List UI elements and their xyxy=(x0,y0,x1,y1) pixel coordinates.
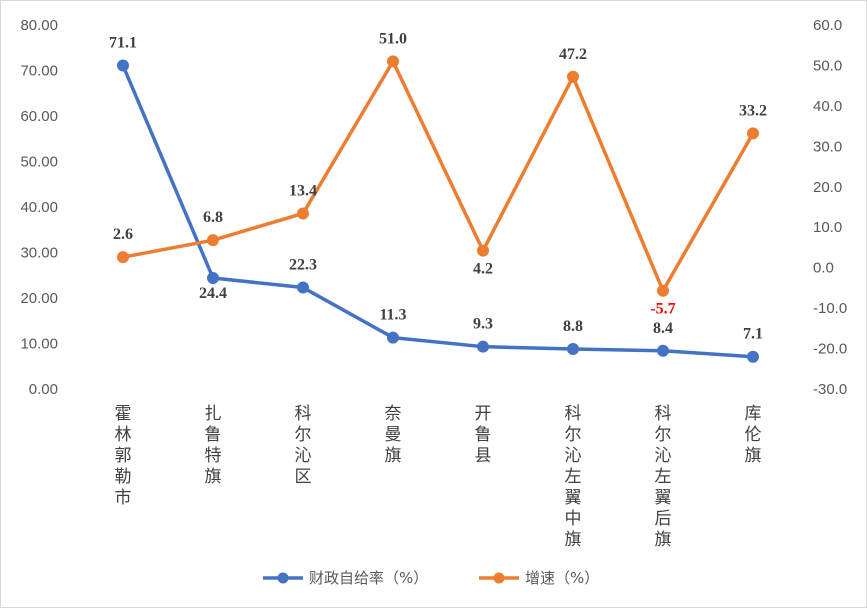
data-point xyxy=(387,55,399,68)
data-point xyxy=(657,284,669,297)
data-point xyxy=(207,271,219,284)
data-point xyxy=(117,251,129,264)
left-tick-label: 40.00 xyxy=(20,199,58,216)
data-label: 24.4 xyxy=(199,285,227,302)
category-label: 科尔沁区 xyxy=(295,404,312,487)
data-label: 4.2 xyxy=(473,261,493,278)
left-tick-label: 10.00 xyxy=(20,336,58,353)
left-tick-label: 60.00 xyxy=(20,108,58,125)
data-point xyxy=(387,331,399,344)
data-label: 11.3 xyxy=(379,307,406,324)
right-y-axis: -30.0 -20.0 -10.0 0.0 10.0 20.0 30.0 40.0 50.0 60… xyxy=(813,17,847,398)
data-label: 2.6 xyxy=(113,226,133,243)
data-label: 71.1 xyxy=(109,34,137,51)
category-label: 科尔沁左翼中旗 xyxy=(565,404,582,550)
legend-marker-1 xyxy=(277,572,289,584)
data-label: 33.2 xyxy=(739,102,767,119)
category-label: 科尔沁左翼后旗 xyxy=(655,404,672,550)
legend: 财政自给率（%） 增速（%） xyxy=(263,569,599,587)
data-label: 9.3 xyxy=(473,316,493,333)
data-point xyxy=(117,59,129,72)
left-tick-label: 20.00 xyxy=(20,290,58,307)
category-label: 奈曼旗 xyxy=(385,404,402,466)
data-point xyxy=(297,281,309,294)
left-tick-label: 0.00 xyxy=(29,381,58,398)
category-label: 库伦旗 xyxy=(745,404,762,466)
legend-label-1: 财政自给率（%） xyxy=(309,569,428,587)
right-tick-label: -20.0 xyxy=(813,341,847,358)
series-markers xyxy=(117,55,759,363)
data-point xyxy=(477,340,489,353)
data-point xyxy=(747,350,759,363)
left-tick-label: 50.00 xyxy=(20,154,58,171)
series-line-2 xyxy=(121,59,755,293)
right-tick-label: 30.0 xyxy=(813,138,842,155)
legend-label-2: 增速（%） xyxy=(525,569,599,587)
legend-marker-2 xyxy=(493,572,505,584)
data-label: 7.1 xyxy=(743,326,763,343)
left-tick-label: 80.00 xyxy=(20,17,58,34)
data-label: -5.7 xyxy=(650,301,675,318)
right-tick-label: 10.0 xyxy=(813,219,842,236)
right-tick-label: -10.0 xyxy=(813,300,847,317)
series-lines xyxy=(121,59,755,359)
x-axis-categories: 霍林郭勒市 扎鲁特旗 科尔沁区 奈曼旗 开鲁县 科尔沁左翼中旗 科尔沁左翼后旗 库伦旗 xyxy=(115,404,762,550)
category-label: 霍林郭勒市 xyxy=(115,404,132,508)
data-point xyxy=(207,234,219,247)
data-label: 51.0 xyxy=(379,30,407,47)
right-tick-label: 60.0 xyxy=(813,17,842,34)
left-y-axis: 0.00 10.00 20.00 30.00 40.00 50.00 60.00 70.00 8… xyxy=(20,17,58,398)
right-tick-label: -30.0 xyxy=(813,381,847,398)
data-point xyxy=(657,344,669,357)
data-label: 47.2 xyxy=(559,46,587,63)
data-point xyxy=(567,342,579,355)
data-point xyxy=(477,244,489,257)
series-line-1 xyxy=(121,63,755,359)
data-label: 8.8 xyxy=(563,318,583,335)
right-tick-label: 40.0 xyxy=(813,98,842,115)
category-label: 开鲁县 xyxy=(475,404,492,466)
left-tick-label: 70.00 xyxy=(20,63,58,80)
left-tick-label: 30.00 xyxy=(20,245,58,262)
data-point xyxy=(567,70,579,83)
right-tick-label: 0.0 xyxy=(813,260,834,277)
right-tick-label: 50.0 xyxy=(813,57,842,74)
data-point xyxy=(297,207,309,220)
data-label: 13.4 xyxy=(289,182,317,199)
data-labels: 71.1 24.4 22.3 11.3 9.3 8.8 8.4 7.1 2.6 6.8 13.4 51… xyxy=(109,30,767,342)
data-label: 8.4 xyxy=(653,320,673,337)
category-label: 扎鲁特旗 xyxy=(205,404,222,487)
data-label: 6.8 xyxy=(203,209,223,226)
data-point xyxy=(747,127,759,140)
data-label: 22.3 xyxy=(289,257,317,274)
right-tick-label: 20.0 xyxy=(813,179,842,196)
